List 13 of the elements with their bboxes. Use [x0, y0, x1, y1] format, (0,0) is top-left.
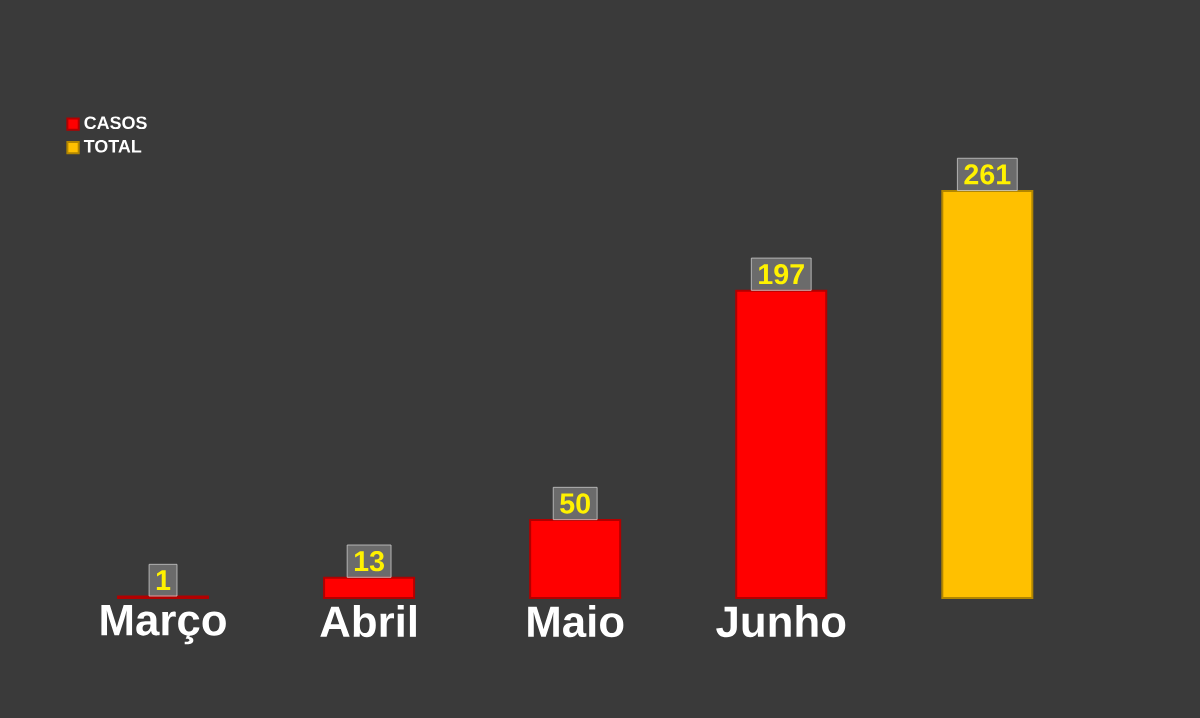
bar — [323, 576, 416, 599]
legend-label: CASOS — [84, 116, 147, 130]
data-label: 1 — [156, 570, 171, 591]
legend-label: TOTAL — [83, 139, 142, 153]
data-label: 197 — [759, 264, 804, 285]
data-label: 50 — [560, 493, 590, 514]
data-label: 261 — [964, 164, 1011, 185]
x-tick-label: Abril — [320, 605, 416, 638]
x-tick-label: Junho — [716, 605, 846, 638]
x-tick-label: Março — [101, 605, 226, 645]
data-label: 13 — [354, 550, 385, 572]
bar — [529, 519, 622, 599]
x-tick-label: Maio — [528, 605, 624, 638]
